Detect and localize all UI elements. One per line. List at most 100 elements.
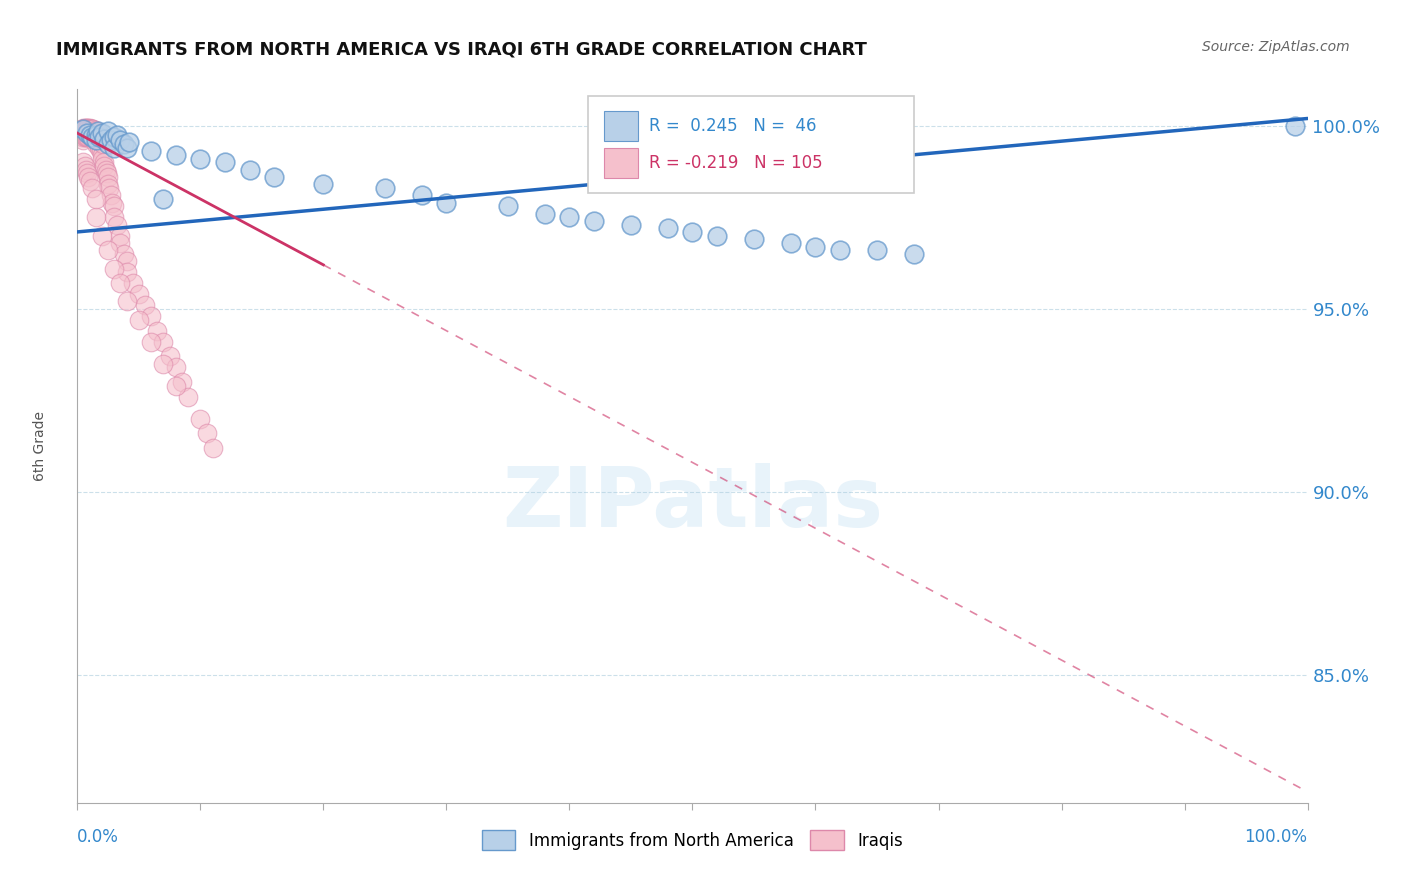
Point	[830, 244, 852, 258]
Point	[84, 129, 107, 144]
Point	[110, 133, 132, 147]
Point	[98, 181, 121, 195]
Point	[76, 126, 98, 140]
Point	[89, 141, 111, 155]
Point	[76, 126, 98, 140]
Point	[75, 126, 97, 140]
Point	[103, 129, 125, 144]
Point	[72, 133, 94, 147]
Point	[103, 141, 125, 155]
Point	[75, 129, 97, 144]
Point	[84, 211, 107, 225]
Point	[79, 129, 101, 144]
Point	[534, 206, 557, 220]
Point	[558, 211, 581, 225]
Point	[97, 244, 120, 258]
Point	[165, 148, 187, 162]
Point	[91, 137, 114, 152]
Point	[77, 126, 100, 140]
Point	[82, 122, 104, 136]
Text: Source: ZipAtlas.com: Source: ZipAtlas.com	[1202, 40, 1350, 54]
Point	[82, 129, 104, 144]
Text: ZIPatlas: ZIPatlas	[502, 463, 883, 543]
Point	[84, 192, 107, 206]
Point	[214, 155, 236, 169]
Point	[93, 131, 115, 145]
Point	[80, 126, 103, 140]
Point	[82, 126, 104, 140]
Point	[101, 195, 124, 210]
Point	[84, 133, 107, 147]
Point	[152, 357, 174, 371]
Point	[112, 247, 135, 261]
Point	[82, 122, 104, 136]
Point	[89, 129, 111, 144]
Point	[93, 155, 115, 169]
Point	[96, 166, 118, 180]
FancyBboxPatch shape	[588, 96, 914, 193]
Point	[100, 133, 122, 147]
Point	[70, 129, 93, 144]
Point	[165, 378, 187, 392]
Point	[706, 228, 728, 243]
Point	[83, 129, 105, 144]
Point	[190, 411, 212, 425]
Point	[141, 145, 163, 159]
Point	[105, 128, 128, 142]
Point	[79, 120, 101, 135]
Point	[190, 152, 212, 166]
Point	[83, 123, 105, 137]
Point	[90, 126, 114, 140]
Point	[170, 375, 193, 389]
Point	[76, 122, 98, 136]
Point	[100, 188, 122, 202]
Point	[82, 181, 104, 195]
Point	[70, 122, 93, 136]
Point	[77, 169, 100, 184]
Point	[866, 244, 889, 258]
Point	[374, 181, 396, 195]
Point	[86, 126, 108, 140]
Point	[90, 145, 112, 159]
Point	[201, 441, 224, 455]
Point	[82, 129, 104, 144]
Point	[72, 122, 94, 136]
Text: 0.0%: 0.0%	[77, 828, 120, 846]
Point	[436, 195, 458, 210]
Point	[72, 120, 94, 135]
Point	[83, 133, 105, 147]
Point	[72, 129, 94, 144]
Text: 100.0%: 100.0%	[1244, 828, 1308, 846]
Point	[103, 211, 125, 225]
Point	[177, 390, 200, 404]
Point	[496, 199, 519, 213]
Point	[70, 126, 93, 140]
Point	[90, 133, 114, 147]
Point	[84, 137, 107, 152]
Point	[76, 120, 98, 135]
Bar	[605, 148, 638, 178]
Point	[72, 122, 94, 136]
Point	[87, 124, 110, 138]
Point	[90, 148, 114, 162]
Point	[73, 159, 96, 173]
Point	[79, 174, 101, 188]
Point	[82, 129, 104, 144]
Point	[780, 235, 803, 250]
Point	[141, 309, 163, 323]
Point	[80, 121, 103, 136]
Point	[75, 162, 97, 177]
Point	[73, 120, 96, 135]
Point	[90, 131, 112, 145]
Point	[134, 298, 156, 312]
Point	[263, 169, 285, 184]
Point	[73, 129, 96, 144]
Point	[1284, 119, 1306, 133]
Point	[152, 334, 174, 349]
Point	[110, 235, 132, 250]
Point	[742, 232, 765, 246]
Point	[90, 152, 114, 166]
Point	[87, 128, 110, 142]
Point	[77, 122, 100, 136]
Point	[76, 129, 98, 144]
